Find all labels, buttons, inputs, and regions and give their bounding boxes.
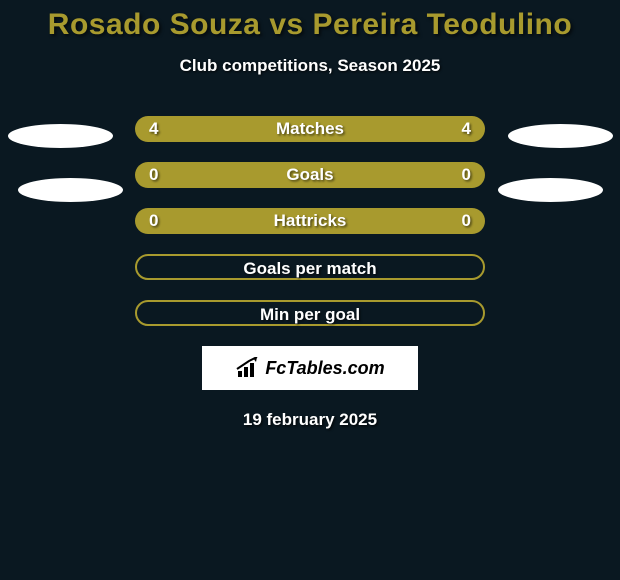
- placeholder-ellipse: [508, 124, 613, 148]
- placeholder-ellipse: [498, 178, 603, 202]
- logo-text: FcTables.com: [265, 358, 384, 379]
- chart-icon: [235, 357, 261, 379]
- stat-row: Matches4 4: [135, 116, 485, 142]
- stat-right-value: 4: [462, 116, 471, 142]
- stat-left-value: 4: [149, 116, 158, 142]
- stat-label: Min per goal: [137, 302, 483, 328]
- placeholder-ellipse: [8, 124, 113, 148]
- page-title: Rosado Souza vs Pereira Teodulino: [0, 0, 620, 42]
- stat-row: Hattricks0 0: [135, 208, 485, 234]
- stat-right-value: 0: [462, 162, 471, 188]
- stat-left-value: 0: [149, 208, 158, 234]
- stat-row: Min per goal: [135, 300, 485, 326]
- subtitle: Club competitions, Season 2025: [0, 56, 620, 76]
- placeholder-ellipse: [18, 178, 123, 202]
- logo-box: FcTables.com: [202, 346, 418, 390]
- stat-rows: Matches44Goals00Hattricks00Goals per mat…: [0, 116, 620, 326]
- stat-label: Goals: [135, 162, 485, 188]
- stat-row: Goals0 0: [135, 162, 485, 188]
- date-label: 19 february 2025: [0, 410, 620, 430]
- stat-label: Matches: [135, 116, 485, 142]
- stat-right-value: 0: [462, 208, 471, 234]
- stat-row: Goals per match: [135, 254, 485, 280]
- stat-label: Hattricks: [135, 208, 485, 234]
- stat-label: Goals per match: [137, 256, 483, 282]
- stat-left-value: 0: [149, 162, 158, 188]
